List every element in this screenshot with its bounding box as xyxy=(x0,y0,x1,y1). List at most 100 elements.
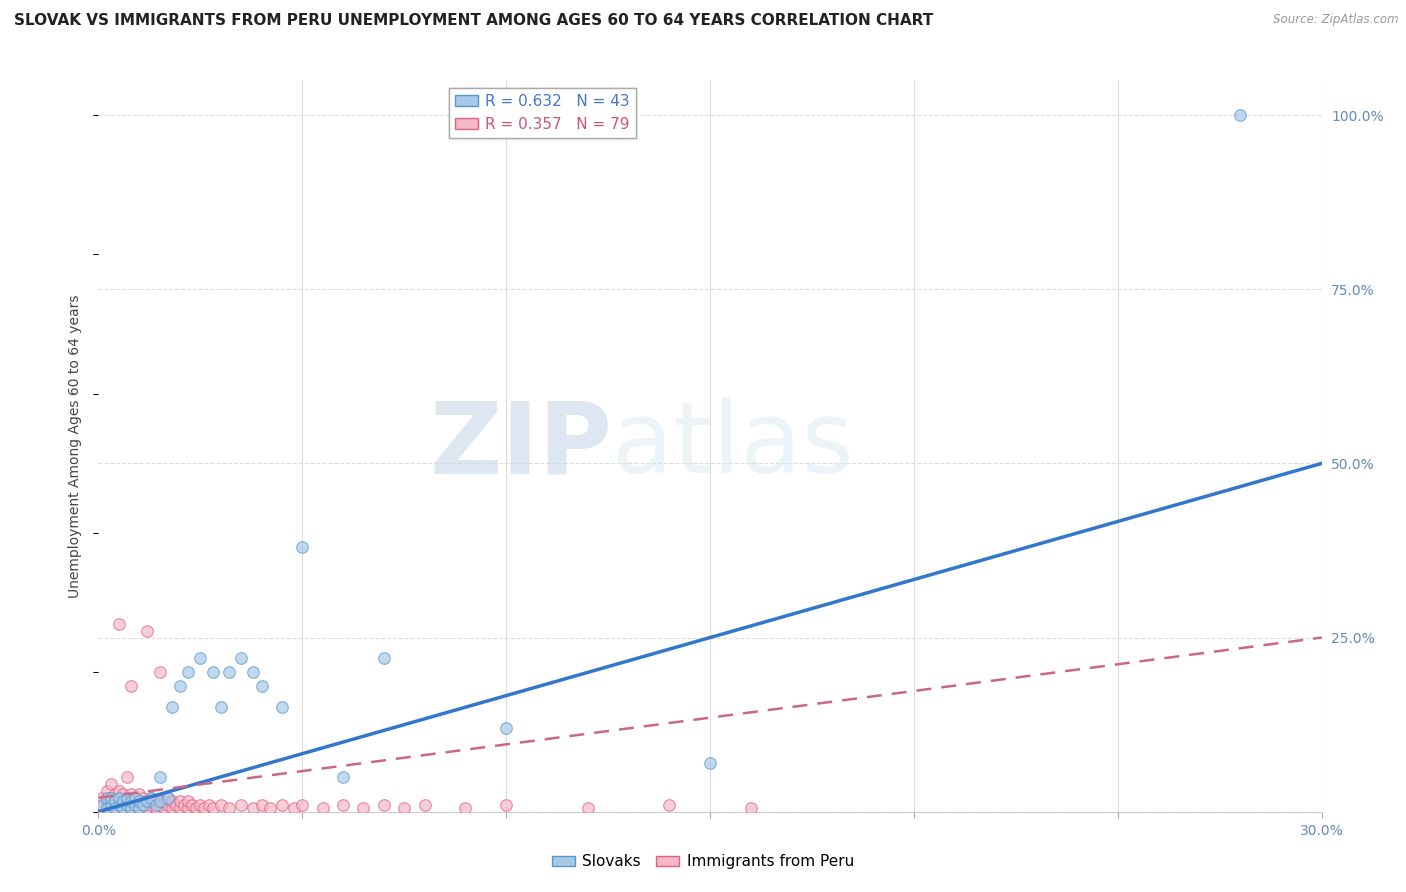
Point xyxy=(188,797,212,812)
Point xyxy=(332,797,354,812)
Point xyxy=(91,797,114,812)
Point xyxy=(177,794,200,808)
Point xyxy=(149,770,172,784)
Point xyxy=(104,787,127,801)
Point xyxy=(156,790,179,805)
Point xyxy=(100,790,122,805)
Text: SLOVAK VS IMMIGRANTS FROM PERU UNEMPLOYMENT AMONG AGES 60 TO 64 YEARS CORRELATIO: SLOVAK VS IMMIGRANTS FROM PERU UNEMPLOYM… xyxy=(14,13,934,29)
Text: atlas: atlas xyxy=(612,398,853,494)
Point xyxy=(576,801,599,815)
Point xyxy=(96,790,118,805)
Point xyxy=(100,790,122,805)
Point xyxy=(250,679,273,693)
Point xyxy=(96,801,118,815)
Point xyxy=(108,797,131,812)
Point xyxy=(108,797,131,812)
Point xyxy=(218,801,240,815)
Legend: Slovaks, Immigrants from Peru: Slovaks, Immigrants from Peru xyxy=(546,848,860,875)
Point xyxy=(128,787,150,801)
Point xyxy=(201,801,224,815)
Point xyxy=(136,624,159,638)
Point xyxy=(120,787,142,801)
Point xyxy=(145,794,167,808)
Point xyxy=(160,801,183,815)
Point xyxy=(270,797,294,812)
Point xyxy=(218,665,240,680)
Y-axis label: Unemployment Among Ages 60 to 64 years: Unemployment Among Ages 60 to 64 years xyxy=(69,294,83,598)
Point xyxy=(108,790,131,805)
Point xyxy=(111,794,134,808)
Point xyxy=(149,665,172,680)
Point xyxy=(115,770,138,784)
Point xyxy=(169,794,191,808)
Point xyxy=(149,797,172,812)
Point xyxy=(454,801,477,815)
Point xyxy=(128,794,150,808)
Point xyxy=(1229,108,1251,122)
Point xyxy=(173,797,195,812)
Point xyxy=(108,616,131,631)
Point xyxy=(115,790,138,805)
Point xyxy=(132,797,155,812)
Point xyxy=(111,801,134,815)
Point xyxy=(259,801,281,815)
Point xyxy=(152,801,174,815)
Point xyxy=(108,784,131,798)
Point xyxy=(169,679,191,693)
Point xyxy=(373,797,395,812)
Point xyxy=(120,794,142,808)
Point xyxy=(132,790,155,805)
Point xyxy=(145,797,167,812)
Point xyxy=(270,700,294,714)
Point xyxy=(160,794,183,808)
Point xyxy=(115,790,138,805)
Point xyxy=(124,797,146,812)
Point xyxy=(197,797,219,812)
Point xyxy=(115,797,138,812)
Point xyxy=(188,651,212,665)
Point xyxy=(156,797,179,812)
Text: ZIP: ZIP xyxy=(429,398,612,494)
Point xyxy=(181,797,204,812)
Point xyxy=(250,797,273,812)
Point xyxy=(332,770,354,784)
Point xyxy=(120,794,142,808)
Point xyxy=(91,797,114,812)
Point xyxy=(495,797,517,812)
Point xyxy=(128,794,150,808)
Point xyxy=(141,790,163,805)
Point xyxy=(283,801,305,815)
Point xyxy=(111,794,134,808)
Point xyxy=(120,801,142,815)
Point xyxy=(495,721,517,735)
Point xyxy=(120,801,142,815)
Point xyxy=(128,801,150,815)
Point xyxy=(111,787,134,801)
Point xyxy=(120,679,142,693)
Point xyxy=(100,797,122,812)
Point xyxy=(149,794,172,808)
Point xyxy=(141,790,163,805)
Point xyxy=(312,801,335,815)
Point xyxy=(136,794,159,808)
Point xyxy=(136,794,159,808)
Point xyxy=(177,801,200,815)
Point xyxy=(104,794,127,808)
Point xyxy=(145,801,167,815)
Point xyxy=(96,794,118,808)
Point xyxy=(156,790,179,805)
Point xyxy=(104,801,127,815)
Point xyxy=(231,651,253,665)
Point xyxy=(193,801,215,815)
Point xyxy=(392,801,416,815)
Point xyxy=(91,790,114,805)
Point xyxy=(186,801,208,815)
Point xyxy=(96,801,118,815)
Point xyxy=(111,801,134,815)
Point xyxy=(136,801,159,815)
Point xyxy=(152,794,174,808)
Legend: R = 0.632   N = 43, R = 0.357   N = 79: R = 0.632 N = 43, R = 0.357 N = 79 xyxy=(449,88,636,137)
Point xyxy=(291,797,314,812)
Point xyxy=(165,797,187,812)
Point xyxy=(115,797,138,812)
